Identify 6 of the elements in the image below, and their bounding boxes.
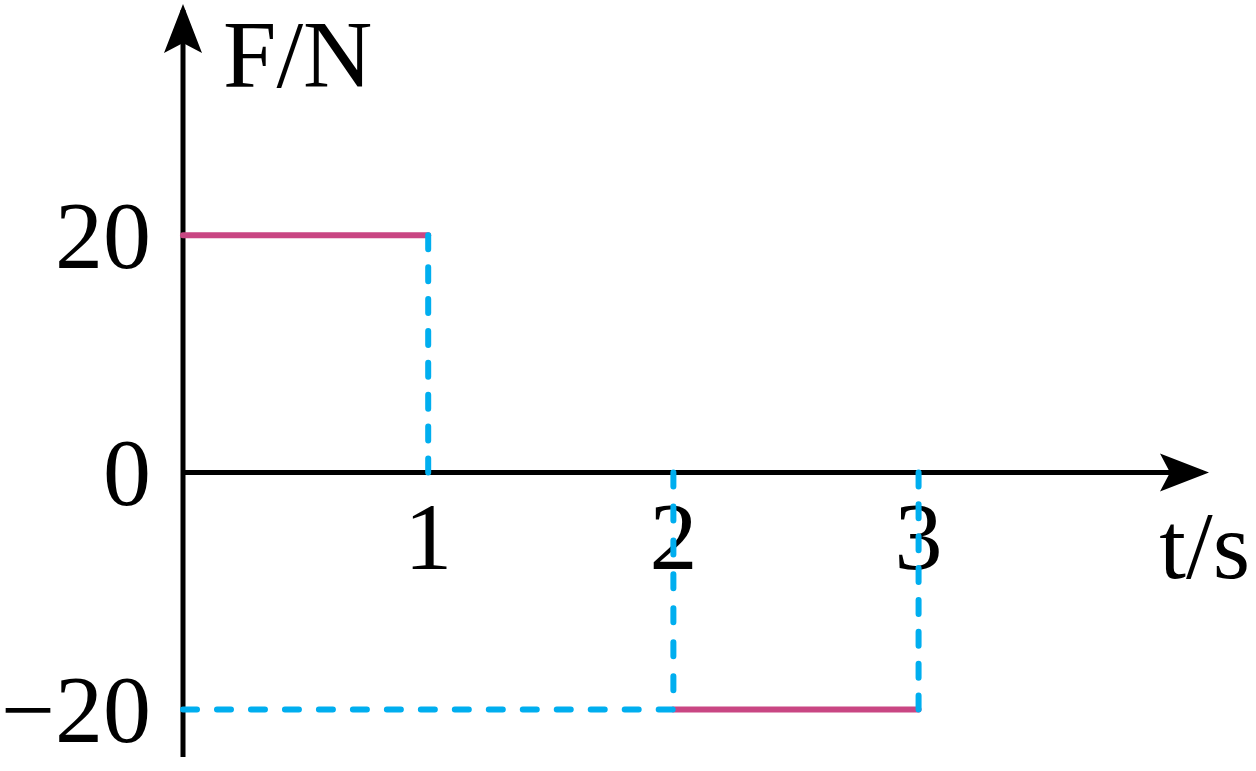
- x-tick-label: 1: [404, 482, 453, 590]
- x-axis-title: t/s: [1159, 492, 1250, 600]
- y-tick-label: 0: [103, 418, 151, 526]
- y-tick-label: 20: [55, 181, 151, 289]
- y-tick-label: −20: [0, 656, 151, 764]
- y-axis-title: F/N: [223, 1, 373, 108]
